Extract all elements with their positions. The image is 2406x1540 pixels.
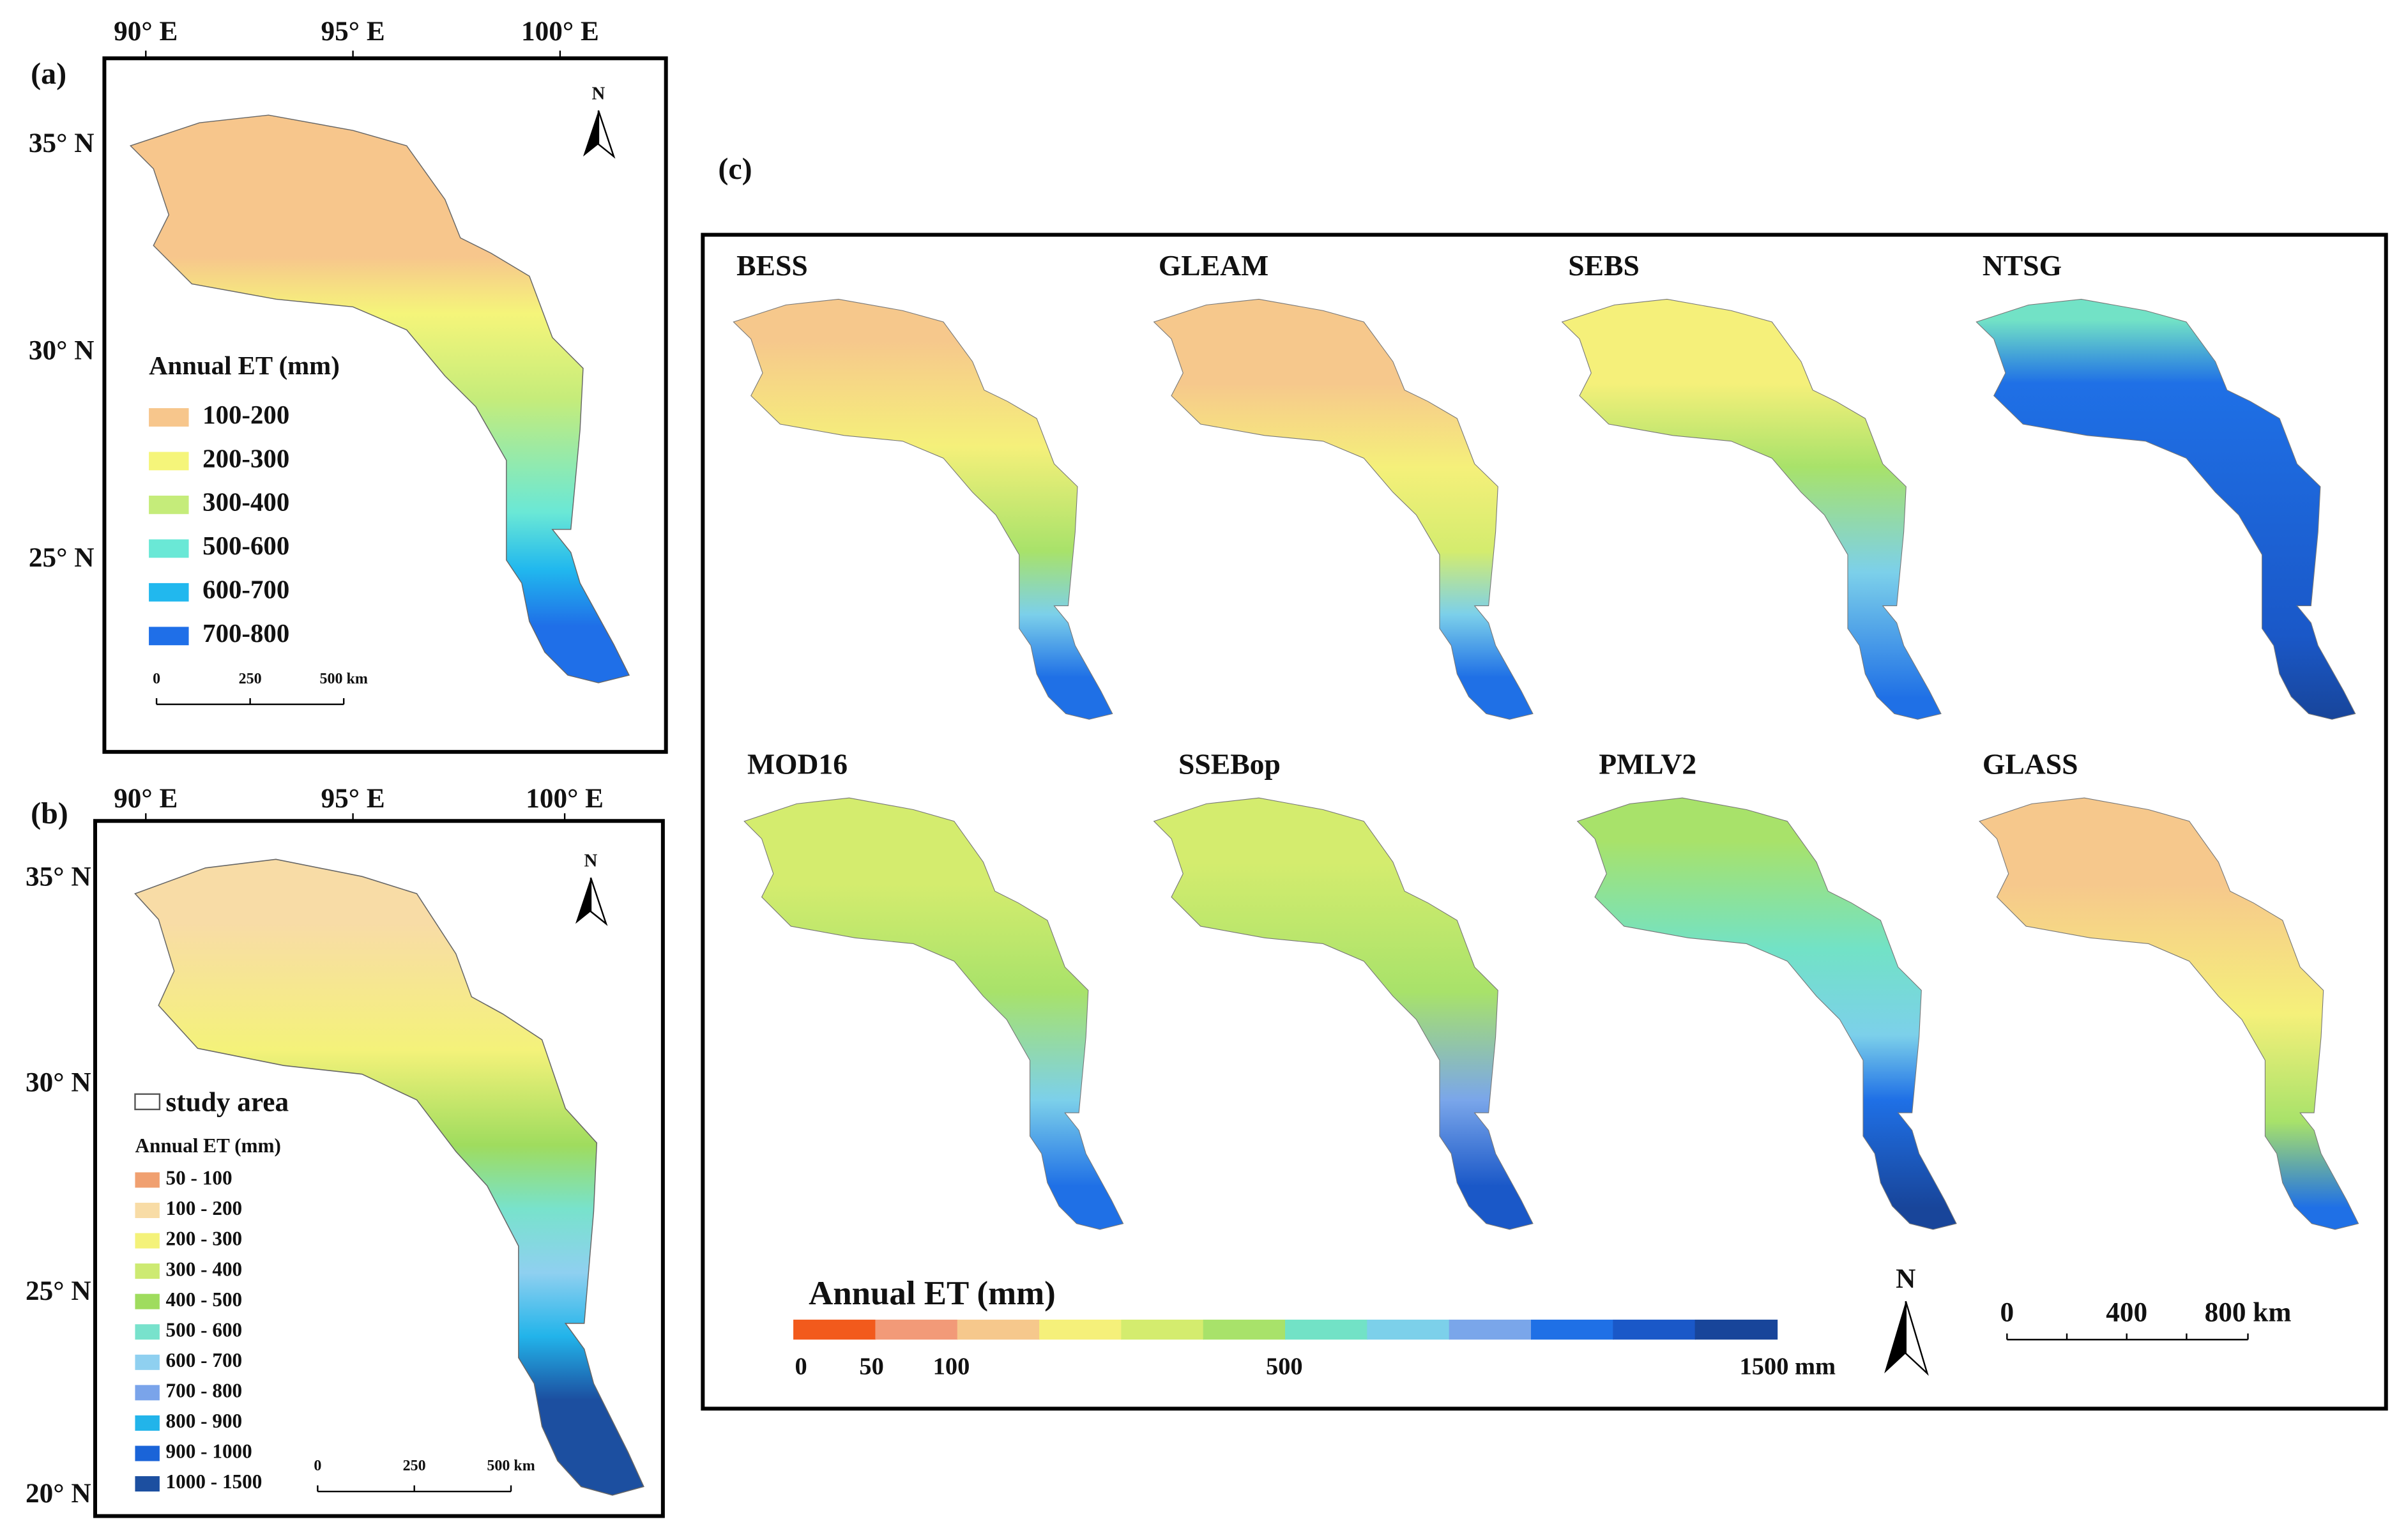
colorbar-segment [1449,1320,1532,1340]
colorbar-segment [875,1320,958,1340]
legend-swatch [149,408,189,427]
colorbar-segment [1613,1320,1696,1340]
lon-label: 90° E [114,16,178,47]
legend-title: Annual ET (mm) [149,351,340,380]
lat-label: 20° N [26,1478,91,1509]
legend-swatch [135,1172,160,1188]
legend-swatch [135,1293,160,1309]
model-title: GLEAM [1159,249,1268,282]
colorbar-segment [1694,1320,1778,1340]
colorbar-segment [957,1320,1040,1340]
lat-label: 35° N [29,128,95,158]
lon-label: 95° E [321,783,385,814]
lon-label: 90° E [114,783,178,814]
legend-label: 900 - 1000 [166,1440,252,1463]
legend-label: 600-700 [202,576,289,604]
model-title: GLASS [1983,748,2078,781]
model-title: MOD16 [747,748,848,781]
legend-swatch [135,1445,160,1461]
legend-label: study area [166,1087,289,1118]
legend-label: 50 - 100 [166,1167,232,1189]
legend-label: 300 - 400 [166,1258,243,1280]
colorbar-segment [1121,1320,1204,1340]
colorbar-label: 100 [933,1353,970,1380]
north-label: N [584,851,598,871]
legend-swatch [135,1324,160,1340]
legend-swatch [135,1415,160,1431]
model-title: PMLV2 [1599,748,1696,781]
legend-swatch [135,1385,160,1401]
legend-swatch [135,1202,160,1218]
lon-label: 95° E [321,16,385,47]
scale-label: 800 km [2205,1297,2292,1328]
lat-label: 35° N [26,861,91,892]
legend-swatch [134,1093,161,1111]
lat-label: 25° N [26,1276,91,1306]
scale-label: 400 [2106,1297,2147,1328]
legend-label: 200 - 300 [166,1228,243,1250]
model-title: SEBS [1568,249,1640,282]
model-title: NTSG [1983,249,2062,282]
legend-swatch [149,495,189,514]
legend-swatch [135,1263,160,1279]
legend-title: Annual ET (mm) [135,1134,280,1157]
colorbar-segment [1531,1320,1614,1340]
legend-label: 700-800 [202,619,289,648]
colorbar-label: 0 [795,1353,807,1380]
legend-label: 700 - 800 [166,1380,243,1402]
north-arrow [575,878,591,924]
scale-label: 0 [2000,1297,2014,1328]
scale-label: 250 [239,671,262,687]
legend-swatch [135,1233,160,1249]
legend-label: 500-600 [202,531,289,560]
scale-label: 500 km [319,671,367,687]
legend-swatch [149,627,189,646]
panel-label: (c) [718,152,752,186]
legend-label: 600 - 700 [166,1349,243,1371]
legend-label: 500 - 600 [166,1318,243,1341]
scale-label: 0 [314,1458,321,1474]
colorbar-segment [793,1320,876,1340]
legend-label: 800 - 900 [166,1410,243,1432]
model-title: SSEBop [1178,748,1281,781]
legend-swatch [149,539,189,558]
legend-swatch [135,1476,160,1492]
model-title: BESS [736,249,808,282]
legend-swatch [135,1354,160,1370]
scale-label: 250 [403,1458,426,1474]
north-arrow [597,110,616,159]
legend-swatch [149,583,189,602]
scale-label: 0 [153,671,160,687]
colorbar-title: Annual ET (mm) [809,1275,1056,1312]
north-arrow [590,877,608,926]
legend-label: 400 - 500 [166,1288,243,1311]
colorbar-label: 50 [859,1353,883,1380]
lat-label: 30° N [29,335,95,365]
lat-label: 25° N [29,542,95,573]
north-arrow [1905,1300,1929,1376]
legend-label: 1000 - 1500 [166,1470,263,1493]
colorbar-segment [1039,1320,1122,1340]
lat-label: 30° N [26,1067,91,1097]
north-label: N [1896,1263,1915,1294]
colorbar-label: 500 [1266,1353,1303,1380]
legend-label: 100 - 200 [166,1197,243,1219]
legend-swatch [149,452,189,471]
panel-label: (b) [31,797,68,830]
lon-label: 100° E [526,783,604,814]
legend-label: 200-300 [202,444,289,473]
colorbar-label: 1500 mm [1740,1353,1836,1380]
scale-label: 500 km [487,1458,535,1474]
lon-label: 100° E [521,16,599,47]
legend-label: 100-200 [202,400,289,429]
colorbar-segment [1285,1320,1368,1340]
panel-label: (a) [31,57,66,91]
north-label: N [592,84,605,104]
colorbar-segment [1203,1320,1286,1340]
colorbar-segment [1367,1320,1450,1340]
legend-label: 300-400 [202,488,289,517]
